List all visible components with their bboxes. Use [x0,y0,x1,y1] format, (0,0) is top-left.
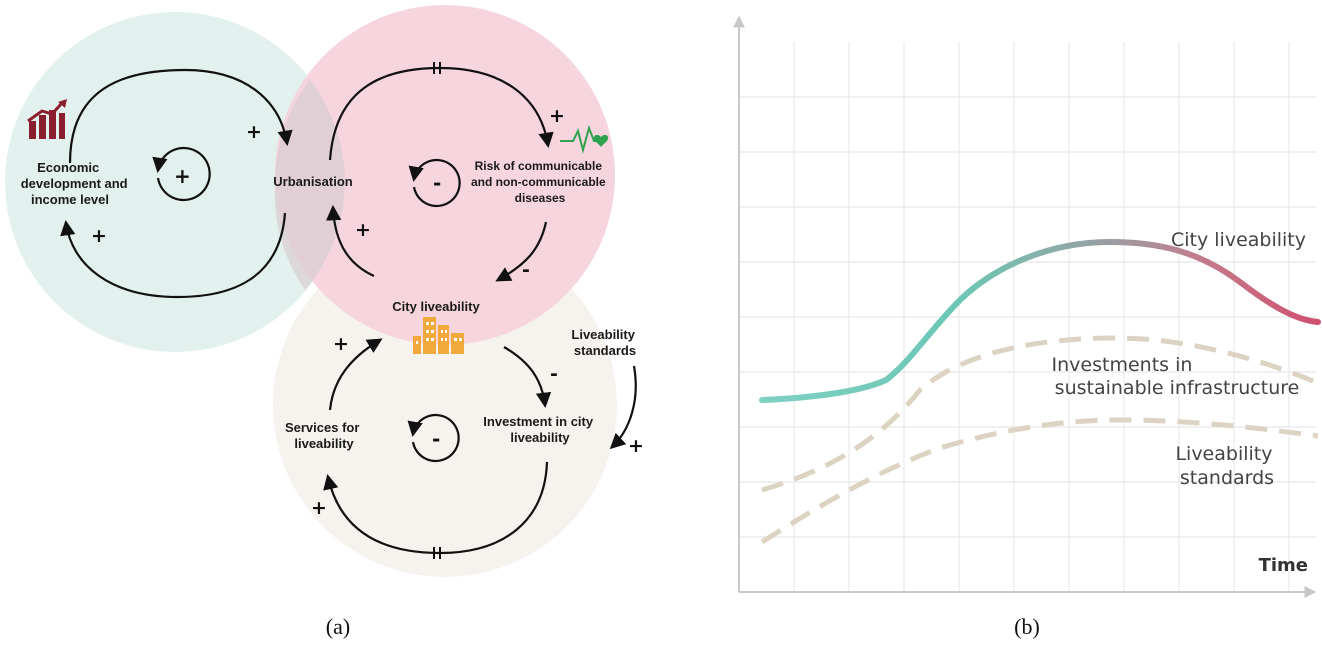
heartbeat-icon [560,124,609,154]
polarity-city-to-investment: - [550,363,558,385]
label-services: Services for liveability [285,420,363,451]
balancing-loop-sign-top: - [433,171,441,195]
arrow-standards-to-investment [609,365,637,450]
polarity-urban-to-risk: + [549,105,565,127]
polarity-standards-to-investment: + [628,435,644,457]
growth-chart-icon [27,99,67,139]
series-label-city-liveability: City liveability [1171,229,1306,251]
grid [739,42,1316,592]
label-disease-risk: Risk of communicable and non-communicabl… [471,159,609,205]
label-city-liveability: City liveability [392,299,480,314]
causal-loop-diagram: + - - + + + - + - + + + Economic develop… [5,5,644,639]
delay-mark-top [433,62,441,74]
balancing-loop-indicator-bottom [407,413,460,463]
label-liveability-standards: Liveability standards [571,327,638,358]
reinforcing-loop-indicator [152,146,211,202]
arrow-risk-to-city [495,221,548,282]
reinforcing-loop-sign: + [174,164,191,188]
series-label-standards: Liveability standards [1175,443,1278,489]
polarity-econ-to-urban: + [246,121,262,143]
label-investment: Investment in city liveability [483,414,596,445]
economic-loop-circle [5,12,345,352]
arrow-city-to-investment [503,346,552,409]
arrow-econ-to-urbanisation [68,68,293,164]
polarity-city-to-urban: + [355,219,371,241]
caption-b: (b) [1014,614,1040,639]
polarity-risk-to-city: - [522,259,530,281]
polarity-services-to-city: + [333,333,349,355]
arrow-services-to-city [328,338,383,411]
liveability-over-time-chart: City liveability Investments in sustaina… [733,15,1321,639]
buildings-icon [413,317,464,354]
balancing-loop-indicator-top [408,158,461,208]
x-axis-label: Time [1259,555,1308,576]
label-urbanisation: Urbanisation [273,174,353,189]
label-economic-development: Economic development and income level [21,160,132,207]
series-liveability-standards [760,417,1319,545]
series-city-liveability [759,238,1321,403]
arrow-city-to-urbanisation [325,204,375,277]
caption-a: (a) [326,614,350,639]
series-investments-in-sustainable-infrastructure [761,335,1319,493]
delay-mark-bottom [433,547,441,559]
polarity-investment-to-services: + [311,497,327,519]
series-label-investments: Investments in sustainable infrastructur… [1052,354,1300,399]
arrow-urbanisation-to-econ [60,212,287,299]
polarity-urban-to-econ: + [91,225,107,247]
balancing-loop-sign-bottom: - [432,427,440,451]
